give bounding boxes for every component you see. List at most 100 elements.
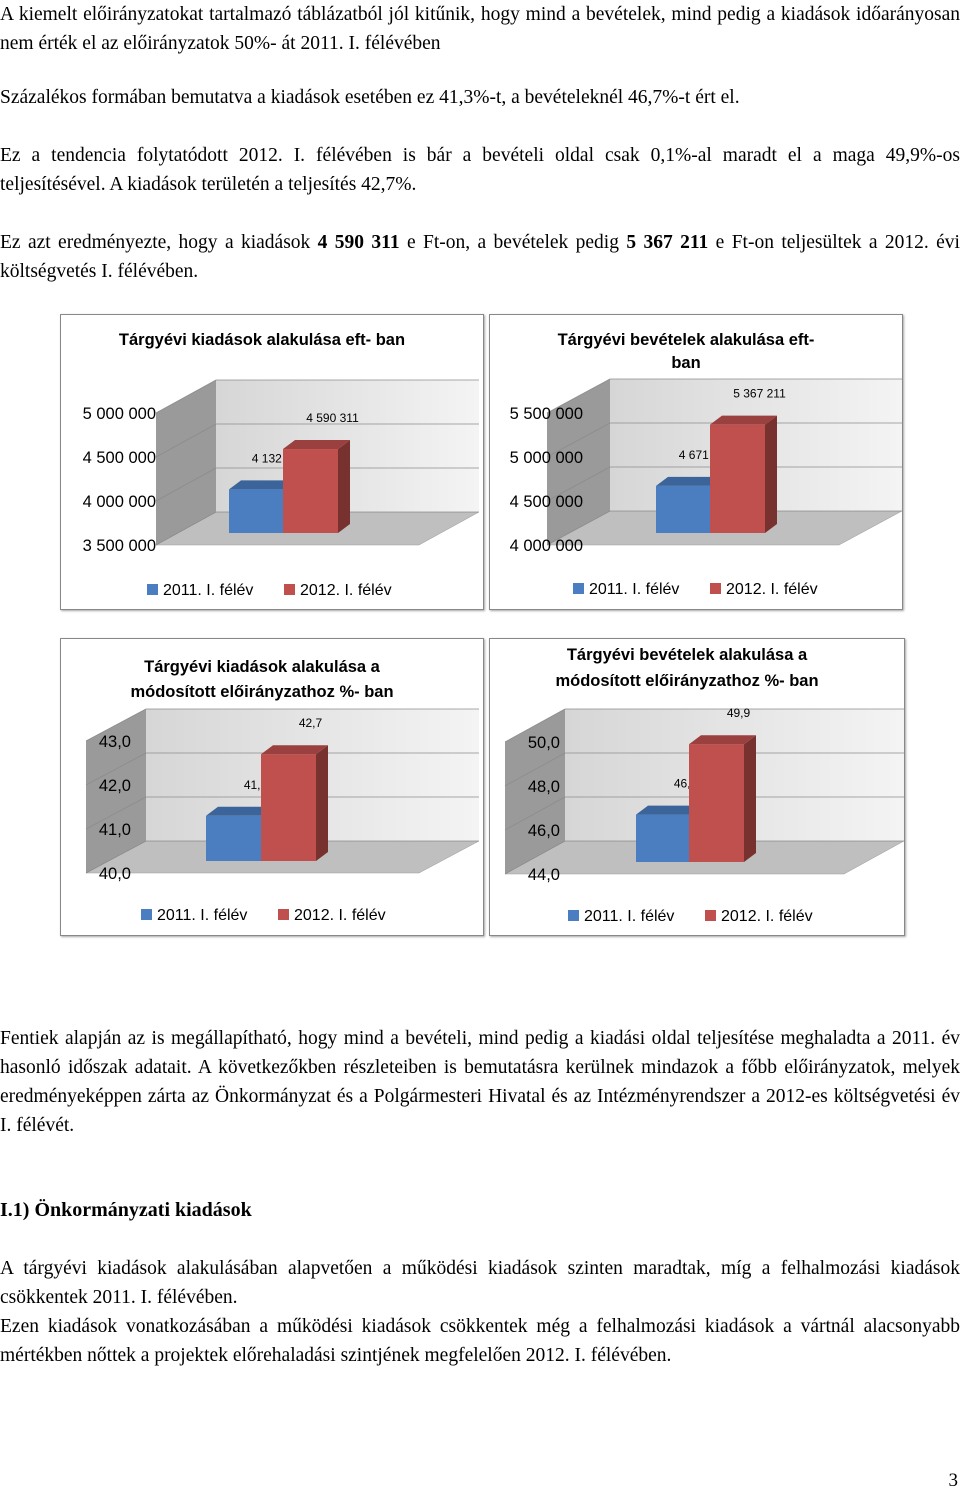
bar-front [636,814,691,862]
y-tick-label: 50,0 [528,734,560,752]
data-label: 4 590 311 [306,411,359,425]
chart-title: Tárgyévi kiadások alakulása eft- ban [119,331,405,349]
legend-label: 2012. I. félév [726,581,818,598]
bar-front [261,754,316,861]
y-tick-label: 44,0 [528,866,560,884]
revenues-percent-chart: 44,0 46,0 48,0 50,0 46,7 49,9 Tárgyévi bevétel… [489,638,905,936]
chart-title: Tárgyévi bevételek alakulása a [567,646,808,664]
revenues-total: 5 367 211 [626,232,709,253]
chart-side-wall [156,380,216,545]
y-tick-label: 41,0 [99,821,131,839]
legend-label: 2012. I. félév [294,907,386,924]
gridline-side [546,466,611,502]
chart-title: módosított előirányzathoz %- ban [130,683,393,701]
y-tick-label: 5 000 000 [510,449,583,467]
bar-side [316,745,328,861]
gridline-side [85,840,147,874]
y-tick-label: 4 500 000 [510,493,583,511]
bar-front [689,744,744,862]
gridline-side [85,752,147,786]
y-tick-label: 4 000 000 [510,537,583,555]
data-label: 5 367 211 [733,387,786,401]
y-tick-label: 42,0 [99,777,131,795]
legend-swatch [573,583,584,594]
percent-paragraph: Százalékos formában bemutatva a kiadások… [0,87,740,108]
result-text-c: e Ft-on, a bevételek pedig [399,232,627,253]
y-tick-label: 4 500 000 [83,449,156,467]
legend-swatch [705,910,716,921]
bar-side [338,440,350,533]
gridline-side [504,840,566,875]
intro-paragraph: A kiemelt előirányzatokat tartalmazó táb… [0,4,960,54]
bar-side [744,735,756,862]
bar-top [261,745,328,755]
bar-top [283,440,350,450]
legend-swatch [147,584,158,595]
y-tick-label: 5 000 000 [83,405,156,423]
legend-label: 2011. I. félév [157,907,247,924]
chart-title: Tárgyévi kiadások alakulása a [144,658,381,676]
tendency-paragraph: Ez a tendencia folytatódott 2012. I. fél… [0,145,960,195]
legend-swatch [141,909,152,920]
data-label: 49,9 [727,706,751,720]
y-tick-label: 40,0 [99,865,131,883]
bar-top [710,415,777,425]
gridline-side [155,379,217,414]
bar-front [710,424,765,533]
chart-title: ban [671,354,700,372]
gridline-side [546,378,611,414]
y-tick-label: 43,0 [99,733,131,751]
bar-front [229,489,284,533]
gridline-side [85,796,147,830]
legend-label: 2011. I. félév [584,908,674,925]
gridline-side [155,467,217,502]
legend-swatch [710,583,721,594]
bar-front [206,815,261,861]
gridline-side [155,511,217,546]
bar-top [636,805,703,815]
y-tick-label: 5 500 000 [510,405,583,423]
legend-swatch [278,909,289,920]
expenses-paragraph-1: A tárgyévi kiadások alakulásában alapvet… [0,1258,960,1308]
legend-label: 2012. I. félév [721,908,813,925]
bar-top [229,480,296,490]
gridline-side [85,708,147,742]
chart-title: Tárgyévi bevételek alakulása eft- [558,331,815,349]
result-text-e: e Ft-on teljesültek a 2012. évi költségv… [0,232,960,282]
gridline-side [504,752,566,787]
page-number: 3 [948,1470,959,1491]
bar-top [656,476,723,486]
legend-label: 2012. I. félév [300,582,392,599]
bar-top [206,806,273,816]
bar-top [689,735,756,745]
revenues-eft-chart: 4 000 000 4 500 000 5 000 000 5 500 000 4 67… [489,314,903,610]
y-tick-label: 3 500 000 [83,537,156,555]
gridline-side [504,796,566,831]
section-heading: I.1) Önkormányzati kiadások [0,1199,252,1221]
result-paragraph: Ez azt eredményezte, hogy a kiadások 4 5… [0,228,960,286]
data-label: 42,7 [299,716,323,730]
legend-swatch [284,584,295,595]
y-tick-label: 46,0 [528,822,560,840]
gridline-side [546,422,611,458]
chart-side-wall [547,379,610,545]
chart-side-wall [86,709,146,873]
gridline-side [546,510,611,546]
expenses-eft-chart: 3 500 000 4 000 000 4 500 000 5 000 000 4 13… [60,314,484,610]
y-tick-label: 48,0 [528,778,560,796]
chart-side-wall [505,709,565,874]
legend-label: 2011. I. félév [589,581,679,598]
bar-side [765,415,777,533]
expenses-total: 4 590 311 [317,232,400,253]
expenses-paragraph-2: Ezen kiadások vonatkozásában a működési … [0,1316,960,1366]
bar-front [656,485,711,533]
y-tick-label: 4 000 000 [83,493,156,511]
expenses-percent-chart: 40,0 41,0 42,0 43,0 41,3 42,7 Tárgyévi kiadáso… [60,638,484,936]
result-text-a: Ez azt eredményezte, hogy a kiadások [0,232,318,253]
gridline-side [504,708,566,743]
chart-title: módosított előirányzathoz %- ban [555,672,818,690]
legend-swatch [568,910,579,921]
